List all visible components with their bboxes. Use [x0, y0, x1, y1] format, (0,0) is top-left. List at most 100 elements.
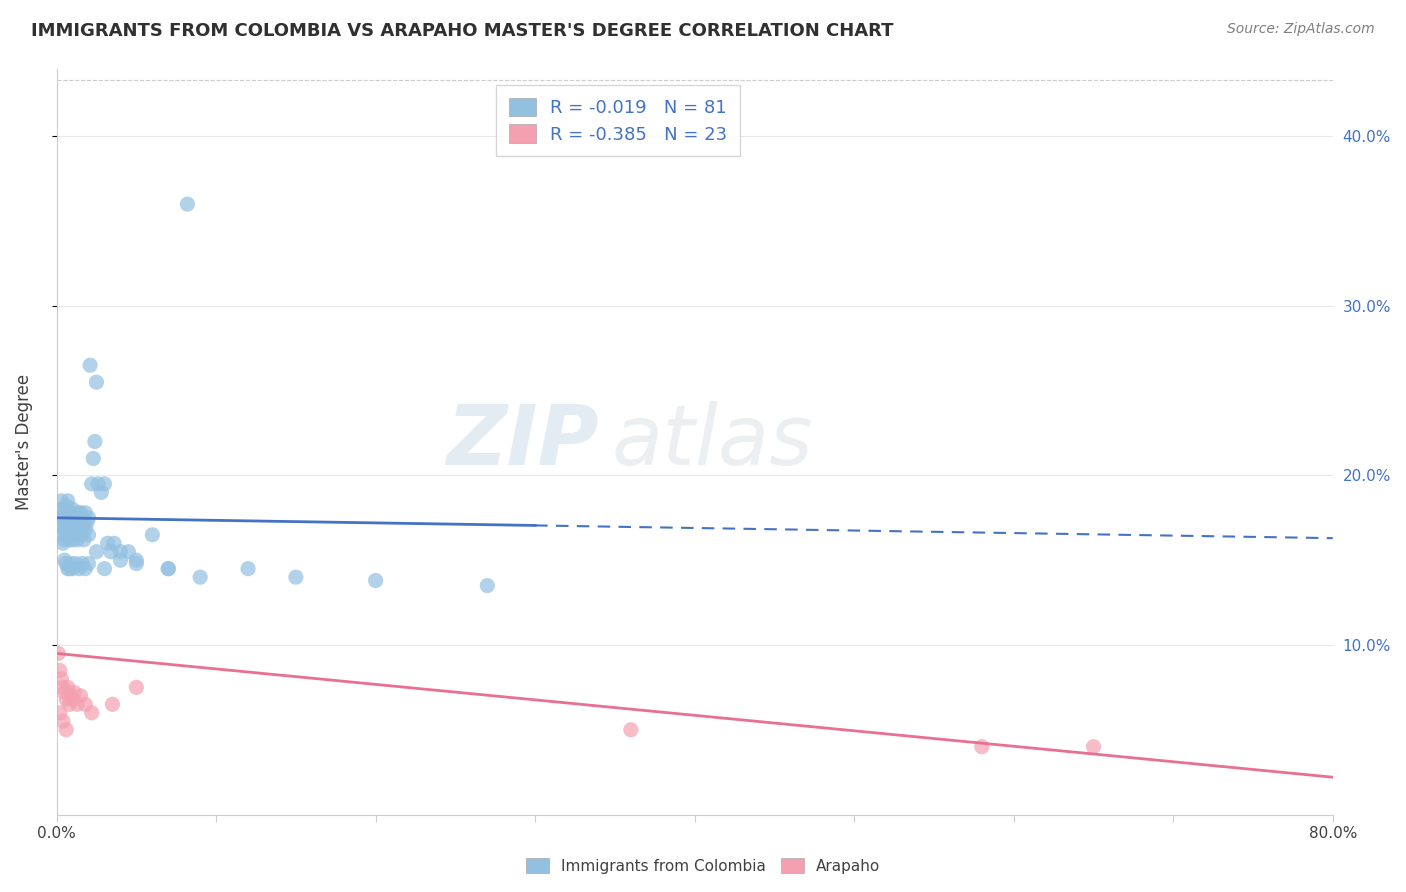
Legend: R = -0.019   N = 81, R = -0.385   N = 23: R = -0.019 N = 81, R = -0.385 N = 23	[496, 85, 740, 156]
Point	[67, 516, 90, 530]
Point	[62, 511, 84, 525]
Point	[52, 714, 75, 729]
Point	[93, 476, 115, 491]
Point	[59, 528, 82, 542]
Point	[46, 647, 69, 661]
Point	[90, 485, 112, 500]
Point	[58, 698, 80, 712]
Point	[93, 562, 115, 576]
Point	[62, 533, 84, 547]
Point	[69, 523, 91, 537]
Point	[51, 672, 73, 686]
Point	[49, 528, 72, 542]
Point	[80, 476, 103, 491]
Point	[55, 557, 77, 571]
Point	[59, 557, 82, 571]
Point	[55, 523, 77, 537]
Point	[70, 528, 93, 542]
Point	[125, 681, 148, 695]
Point	[86, 545, 108, 559]
Point	[188, 570, 211, 584]
Point	[55, 692, 77, 706]
Point	[141, 528, 163, 542]
Y-axis label: Master's Degree: Master's Degree	[15, 374, 32, 509]
Point	[51, 493, 73, 508]
Point	[69, 689, 91, 703]
Point	[125, 557, 148, 571]
Point	[58, 562, 80, 576]
Point	[49, 502, 72, 516]
Point	[55, 499, 77, 513]
Point	[80, 706, 103, 720]
Point	[53, 523, 76, 537]
Point	[56, 493, 79, 508]
Point	[53, 553, 76, 567]
Point	[55, 516, 77, 530]
Point	[52, 681, 75, 695]
Point	[76, 516, 98, 530]
Point	[65, 557, 87, 571]
Point	[49, 706, 72, 720]
Point	[70, 511, 93, 525]
Point	[67, 562, 90, 576]
Point	[87, 476, 110, 491]
Point	[75, 523, 97, 537]
Text: Source: ZipAtlas.com: Source: ZipAtlas.com	[1227, 22, 1375, 37]
Point	[66, 506, 89, 520]
Point	[70, 557, 93, 571]
Point	[236, 562, 259, 576]
Point	[97, 536, 120, 550]
Point	[58, 506, 80, 520]
Point	[79, 358, 101, 372]
Point	[117, 545, 139, 559]
Point	[77, 528, 100, 542]
Point	[69, 506, 91, 520]
Point	[55, 723, 77, 737]
Point	[101, 698, 124, 712]
Point	[53, 533, 76, 547]
Point	[1083, 739, 1105, 754]
Point	[77, 557, 100, 571]
Point	[56, 681, 79, 695]
Point	[62, 692, 84, 706]
Point	[62, 502, 84, 516]
Point	[63, 516, 86, 530]
Point	[477, 579, 499, 593]
Point	[53, 506, 76, 520]
Point	[49, 664, 72, 678]
Point	[157, 562, 180, 576]
Point	[75, 698, 97, 712]
Point	[65, 511, 87, 525]
Point	[65, 523, 87, 537]
Point	[77, 511, 100, 525]
Point	[67, 528, 90, 542]
Point	[86, 375, 108, 389]
Point	[75, 506, 97, 520]
Point	[59, 523, 82, 537]
Point	[63, 528, 86, 542]
Text: ZIP: ZIP	[446, 401, 599, 482]
Point	[284, 570, 307, 584]
Point	[53, 685, 76, 699]
Point	[59, 689, 82, 703]
Point	[52, 536, 75, 550]
Point	[51, 519, 73, 533]
Point	[83, 434, 105, 449]
Point	[364, 574, 387, 588]
Point	[110, 545, 132, 559]
Point	[46, 511, 69, 525]
Point	[66, 533, 89, 547]
Point	[110, 553, 132, 567]
Point	[56, 562, 79, 576]
Point	[103, 536, 125, 550]
Point	[82, 451, 104, 466]
Point	[56, 528, 79, 542]
Point	[157, 562, 180, 576]
Point	[58, 533, 80, 547]
Point	[66, 698, 89, 712]
Point	[56, 511, 79, 525]
Point	[620, 723, 643, 737]
Point	[73, 533, 96, 547]
Point	[63, 685, 86, 699]
Point	[62, 562, 84, 576]
